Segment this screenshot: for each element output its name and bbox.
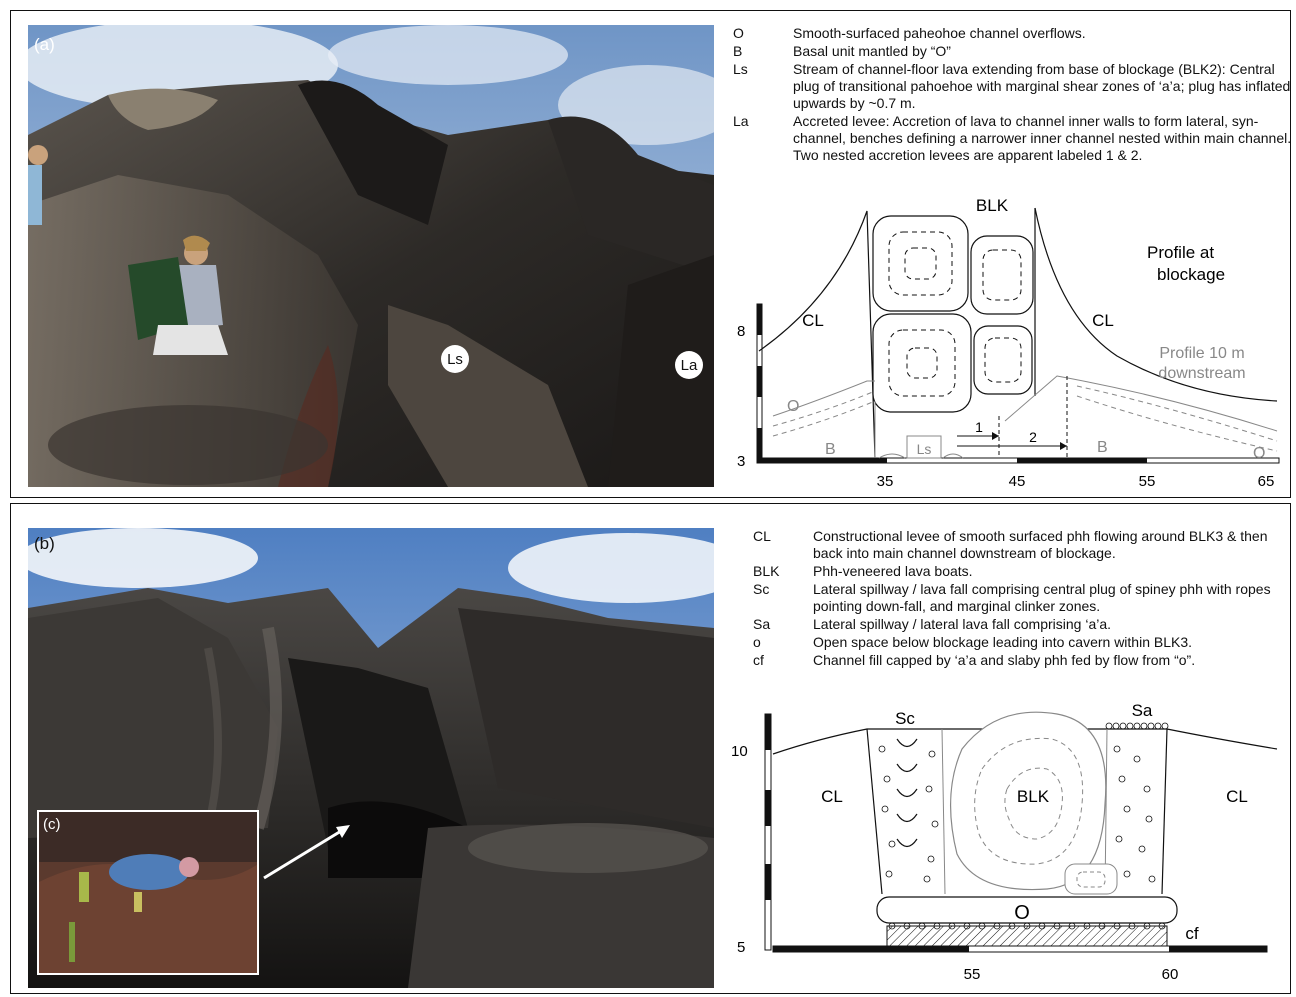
cl-right-label-b: CL xyxy=(1226,787,1248,806)
inset-photo-c: (c) xyxy=(37,810,259,975)
y-tick: 3 xyxy=(737,453,745,470)
legend-item: La Accreted levee: Accretion of lava to c… xyxy=(733,113,1293,164)
photo-b: (b) (c) xyxy=(28,528,714,988)
panel-a-label: (a) xyxy=(34,35,55,54)
cavern-inset-image xyxy=(39,812,257,973)
photo-label-ls: Ls xyxy=(447,351,463,368)
legend-desc: Phh-veneered lava boats. xyxy=(813,563,973,579)
panel-a: Ls La (a) O Smooth-surfaced paheohoe chan… xyxy=(10,10,1291,498)
legend-item: Ls Stream of channel-floor lava extending… xyxy=(733,61,1293,112)
legend-key: cf xyxy=(753,652,764,668)
downstream-line-2: downstream xyxy=(1158,365,1245,382)
x-tick: 35 xyxy=(877,473,894,490)
photo-a: Ls La (a) xyxy=(28,25,714,487)
legend-desc: Open space below blockage leading into c… xyxy=(813,634,1193,650)
downstream-label: Profile 10 m downstream xyxy=(1158,345,1245,382)
blk-label: BLK xyxy=(976,196,1009,215)
inset-label: (c) xyxy=(43,816,61,833)
photo-label-la: La xyxy=(681,357,698,374)
legend-desc: Basal unit mantled by “O” xyxy=(793,43,951,59)
profile-title-line-2: blockage xyxy=(1157,265,1225,284)
legend-item: O Smooth-surfaced paheohoe channel overfl… xyxy=(733,25,1293,42)
legend-key: BLK xyxy=(753,563,780,579)
cl-left-label: CL xyxy=(802,311,824,330)
x-tick: 55 xyxy=(964,966,981,983)
lava-channel-photo: Ls La xyxy=(28,25,714,487)
legend-item: cf Channel fill capped by ‘a’a and slaby … xyxy=(753,652,1283,669)
sa-label: Sa xyxy=(1132,701,1153,720)
legend-desc: Channel fill capped by ‘a’a and slaby ph… xyxy=(813,652,1196,668)
o-right-label: O xyxy=(1253,445,1265,462)
ls-label: Ls xyxy=(917,441,932,457)
legend-item: B Basal unit mantled by “O” xyxy=(733,43,1293,60)
b-left-label: B xyxy=(825,441,836,458)
legend-key: o xyxy=(753,634,761,650)
profile-title: Profile at blockage xyxy=(1147,243,1225,284)
legend-desc: Smooth-surfaced paheohoe channel overflo… xyxy=(793,25,1086,41)
y-tick: 10 xyxy=(731,743,748,760)
legend-desc: Lateral spillway / lateral lava fall com… xyxy=(813,616,1112,632)
legend-item: BLK Phh-veneered lava boats. xyxy=(753,563,1283,580)
o-left-label: O xyxy=(787,398,799,415)
legend-desc: Lateral spillway / lava fall comprising … xyxy=(813,581,1271,614)
blk-label-b: BLK xyxy=(1017,787,1050,806)
downstream-line-1: Profile 10 m xyxy=(1159,345,1244,362)
profile-title-text: Profile at xyxy=(1147,243,1214,262)
legend-key: Sc xyxy=(753,581,770,597)
x-tick: 60 xyxy=(1162,966,1179,983)
cf-label: cf xyxy=(1185,924,1199,943)
x-tick: 55 xyxy=(1139,473,1156,490)
legend-key: Ls xyxy=(733,61,748,77)
o-label-b: O xyxy=(1014,902,1030,924)
legend-key: Sa xyxy=(753,616,771,632)
profile-a: 8 3 35 45 55 65 BLK CL CL Profile at bloc… xyxy=(737,196,1280,490)
levee-1-label: 1 xyxy=(975,419,983,435)
lava-blockage-photo xyxy=(28,528,714,988)
legend-desc: Constructional levee of smooth surfaced … xyxy=(813,528,1268,561)
b-right-label: B xyxy=(1097,439,1108,456)
x-tick: 65 xyxy=(1258,473,1275,490)
legend-desc: Stream of channel-floor lava extending f… xyxy=(793,61,1291,111)
inset-arrow xyxy=(263,825,350,880)
legend-desc: Accreted levee: Accretion of lava to cha… xyxy=(793,113,1292,163)
y-tick: 8 xyxy=(737,323,745,340)
legend-key: CL xyxy=(753,528,771,544)
legend-item: CL Constructional levee of smooth surface… xyxy=(753,528,1283,562)
panel-b-label: (b) xyxy=(34,534,55,553)
sc-label: Sc xyxy=(895,709,915,728)
y-tick: 5 xyxy=(737,939,745,956)
panel-b: (b) (c) CL Constructional levee of smooth… xyxy=(10,503,1291,994)
legend-key: La xyxy=(733,113,749,129)
legend-item: Sc Lateral spillway / lava fall comprisin… xyxy=(753,581,1283,615)
cl-right-label: CL xyxy=(1092,311,1114,330)
levee-2-label: 2 xyxy=(1029,429,1037,445)
legend-item: o Open space below blockage leading into … xyxy=(753,634,1283,651)
x-tick: 45 xyxy=(1009,473,1026,490)
cl-left-label-b: CL xyxy=(821,787,843,806)
legend-b: CL Constructional levee of smooth surface… xyxy=(753,528,1283,670)
legend-key: B xyxy=(733,43,743,59)
profile-b: 10 5 55 60 xyxy=(731,701,1278,983)
legend-item: Sa Lateral spillway / lateral lava fall c… xyxy=(753,616,1283,633)
legend-key: O xyxy=(733,25,744,41)
legend-a: O Smooth-surfaced paheohoe channel overfl… xyxy=(733,25,1293,165)
